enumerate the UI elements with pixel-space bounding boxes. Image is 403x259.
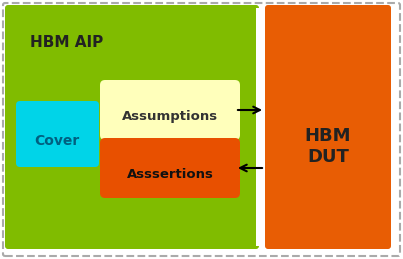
FancyBboxPatch shape [100, 138, 240, 198]
FancyBboxPatch shape [100, 80, 240, 140]
Text: Asssertions: Asssertions [127, 168, 214, 181]
Text: HBM AIP: HBM AIP [30, 35, 103, 50]
FancyBboxPatch shape [265, 5, 391, 249]
FancyBboxPatch shape [5, 5, 259, 249]
Text: HBM
DUT: HBM DUT [305, 127, 351, 166]
Text: Cover: Cover [34, 134, 80, 148]
Text: Assumptions: Assumptions [122, 110, 218, 123]
FancyBboxPatch shape [3, 3, 400, 256]
Bar [256, 8, 268, 246]
FancyBboxPatch shape [16, 101, 99, 167]
